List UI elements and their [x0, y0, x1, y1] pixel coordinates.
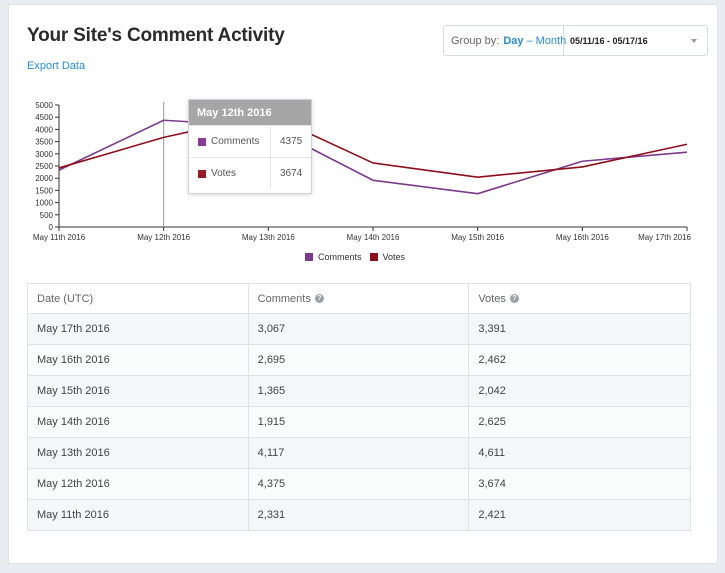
column-header-date: Date (UTC)	[27, 283, 249, 314]
column-header-comments: Comments?	[247, 283, 470, 314]
tooltip-title: May 12th 2016	[189, 100, 311, 125]
cell-votes: 2,625	[468, 406, 691, 438]
y-tick-label: 2000	[35, 174, 53, 183]
tooltip-comments-label: Comments	[211, 136, 260, 147]
y-tick-label: 500	[40, 211, 54, 220]
legend-votes-label: Votes	[382, 252, 406, 262]
cell-comments: 3,067	[247, 313, 470, 345]
cell-date: May 13th 2016	[27, 437, 249, 469]
cell-comments: 1,365	[247, 375, 470, 407]
x-tick-label: May 11th 2016	[33, 233, 86, 242]
page-title: Your Site's Comment Activity	[27, 25, 285, 46]
y-tick-label: 3500	[35, 138, 53, 147]
group-by-day-button[interactable]: Day	[503, 34, 524, 47]
tooltip-row-votes: Votes 3674	[189, 157, 311, 189]
x-tick-label: May 13th 2016	[242, 233, 295, 242]
legend-item-comments[interactable]: Comments	[305, 252, 362, 262]
tooltip-votes-label: Votes	[211, 168, 237, 179]
table-row: May 15th 2016 1,365 2,042	[27, 375, 691, 407]
votes-swatch-icon	[198, 169, 206, 178]
votes-help-icon[interactable]: ?	[509, 294, 519, 304]
activity-table: Date (UTC) Comments? Votes? May 17th 201…	[27, 283, 691, 531]
cell-date: May 15th 2016	[27, 375, 249, 407]
group-by-control: Group by: Day – Month	[444, 26, 567, 55]
legend-comments-swatch-icon	[305, 253, 313, 261]
tooltip-row-comments: Comments 4375	[189, 125, 311, 157]
cell-votes: 2,462	[468, 344, 691, 376]
date-range-dropdown[interactable]: 05/11/16 - 05/17/16	[564, 26, 707, 55]
cell-date: May 17th 2016	[27, 313, 249, 345]
group-by-label: Group by:	[451, 34, 500, 47]
x-tick-label: May 15th 2016	[451, 233, 504, 242]
cell-comments: 1,915	[247, 406, 470, 438]
series-line-votes	[58, 113, 688, 178]
table-row: May 11th 2016 2,331 2,421	[27, 499, 691, 531]
y-tick-label: 3000	[35, 150, 53, 159]
chart-tooltip: May 12th 2016 Comments 4375 Votes 3674	[188, 99, 312, 194]
cell-date: May 16th 2016	[27, 344, 249, 376]
cell-votes: 4,611	[468, 437, 691, 469]
activity-line-chart: 0 500 1000 1500 2000 2500 3000 3500 4000 4500 5000…	[33, 101, 692, 242]
y-tick-label: 4000	[35, 125, 53, 134]
legend-comments-label: Comments	[318, 252, 362, 262]
group-by-month-button[interactable]: Month	[535, 34, 567, 47]
cell-date: May 14th 2016	[27, 406, 249, 438]
y-tick-label: 5000	[35, 101, 53, 110]
date-range-value: 05/11/16 - 05/17/16	[570, 35, 648, 46]
comments-help-icon[interactable]: ?	[314, 294, 324, 304]
chart-legend: Comments Votes	[305, 252, 405, 262]
legend-item-votes[interactable]: Votes	[369, 252, 406, 262]
table-row: May 13th 2016 4,117 4,611	[27, 437, 691, 469]
series-line-comments	[58, 119, 688, 195]
x-tick-label: May 16th 2016	[556, 233, 609, 242]
y-tick-label: 1500	[35, 186, 53, 195]
cell-date: May 12th 2016	[27, 468, 249, 500]
comments-swatch-icon	[198, 137, 206, 146]
table-row: May 12th 2016 4,375 3,674	[27, 468, 691, 500]
chart-controls: Group by: Day – Month 05/11/16 - 05/17/1…	[443, 25, 708, 56]
cell-votes: 3,674	[468, 468, 691, 500]
cell-comments: 2,695	[247, 344, 470, 376]
y-tick-label: 1000	[35, 199, 53, 208]
cell-date: May 11th 2016	[27, 499, 249, 531]
cell-comments: 2,331	[247, 499, 470, 531]
group-by-separator: –	[526, 34, 533, 47]
table-header-row: Date (UTC) Comments? Votes?	[27, 283, 691, 314]
tooltip-votes-value: 3674	[280, 168, 303, 179]
x-tick-label: May 14th 2016	[347, 233, 400, 242]
legend-votes-swatch-icon	[369, 253, 378, 261]
table-row: May 16th 2016 2,695 2,462	[27, 344, 691, 376]
cell-votes: 2,042	[468, 375, 691, 407]
x-tick-label: May 17th 2016	[638, 233, 691, 242]
cell-comments: 4,375	[247, 468, 470, 500]
cell-comments: 4,117	[247, 437, 470, 469]
table-row: May 14th 2016 1,915 2,625	[27, 406, 691, 438]
activity-panel: Your Site's Comment Activity Export Data…	[8, 4, 718, 564]
y-tick-label: 2500	[35, 162, 53, 171]
chevron-down-icon	[691, 38, 697, 43]
table-row: May 17th 2016 3,067 3,391	[27, 313, 691, 345]
cell-votes: 3,391	[468, 313, 691, 345]
y-tick-label: 0	[49, 223, 54, 232]
y-tick-label: 4500	[35, 113, 53, 122]
tooltip-comments-value: 4375	[280, 136, 303, 147]
x-tick-label: May 12th 2016	[137, 233, 190, 242]
column-header-votes: Votes?	[468, 283, 691, 314]
export-data-link[interactable]: Export Data	[27, 60, 86, 72]
cell-votes: 2,421	[468, 499, 691, 531]
